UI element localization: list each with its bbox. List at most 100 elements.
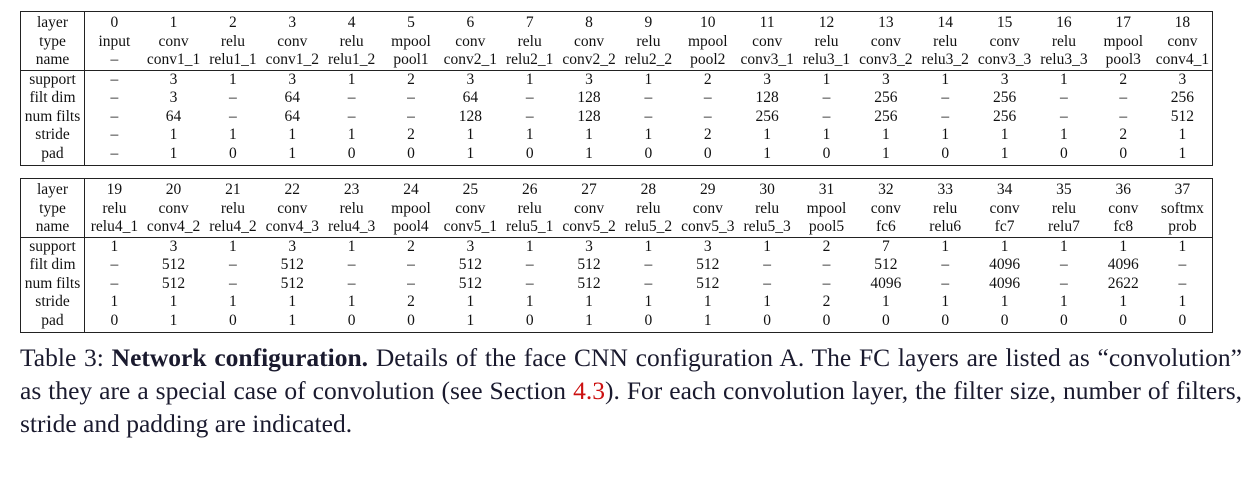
- table-cell: conv3_3: [977, 51, 1032, 68]
- table-cell: relu4_2: [209, 218, 257, 235]
- table-cell: 33: [937, 181, 953, 198]
- table-cell: 37: [1174, 181, 1191, 198]
- table-row: layer 19 20 21 22 23 24 25 26 27 28 29 30 31 32 33 34 35 3…: [20, 178, 1213, 200]
- table-cell: 3: [143, 69, 204, 89]
- table-cell: conv2_2: [562, 51, 616, 68]
- table-row: stride 1 1 1 1 1 2 1 1 1 1 1 1 2 1 1 1 1 1 1: [20, 293, 1213, 312]
- table-cell: 512: [577, 274, 601, 292]
- table-cell: relu2_1: [506, 51, 554, 68]
- table-cell: relu: [933, 32, 958, 50]
- table-cell: prob: [1168, 218, 1197, 235]
- table-cell: –: [347, 107, 356, 125]
- table-cell: 18: [1174, 14, 1191, 31]
- table-row: num filts – 512 – 512 – – 512 – 512 – 512 – – 4096 – 409…: [20, 274, 1213, 293]
- table-cell: 2: [1119, 126, 1128, 143]
- table-cell: pool4: [393, 218, 429, 235]
- table-cell: 26: [521, 181, 538, 198]
- table-cell: 35: [1056, 181, 1072, 198]
- table-cell: conv4_3: [265, 218, 319, 235]
- table-cell: 512: [458, 274, 482, 292]
- table-cell: 3: [559, 69, 619, 89]
- table-cell: relu5_2: [624, 218, 673, 235]
- table-cell: mpool: [1103, 32, 1144, 50]
- table-cell: 4096: [870, 274, 902, 292]
- table-cell: 0: [941, 144, 950, 162]
- table-cell: 1: [644, 126, 653, 143]
- table-cell: 1: [737, 236, 797, 256]
- table-cell: 25: [462, 181, 479, 198]
- table-cell: –: [110, 51, 119, 68]
- table-cell: 4096: [989, 274, 1021, 292]
- table-cell: 1: [525, 126, 534, 143]
- table-cell: 0: [1060, 311, 1068, 329]
- table-cell: 6: [466, 14, 475, 31]
- table-cell: pool5: [808, 218, 845, 235]
- table-cell: conv: [455, 32, 486, 50]
- table-cell: conv: [989, 199, 1020, 217]
- table-cell: pool3: [1105, 51, 1141, 68]
- table-cell: –: [644, 89, 653, 106]
- table-cell: 2: [381, 69, 441, 89]
- table-cell: –: [1178, 274, 1187, 292]
- table-cell: conv5_1: [443, 218, 498, 235]
- table-cell: 1: [585, 293, 593, 310]
- table-cell: conv: [158, 32, 189, 50]
- table-cell: mpool: [391, 199, 431, 217]
- table-cell: 1: [881, 144, 890, 162]
- table-row: filt dim – 3 – 64 – – 64 – 128 – – 128 – 256 – 256 – – 256: [20, 89, 1213, 108]
- table-cell: 1: [169, 14, 178, 31]
- table-cell: 64: [284, 89, 301, 106]
- table-cell: –: [941, 274, 950, 292]
- table-cell: fc7: [994, 218, 1015, 235]
- table-cell: 1: [763, 144, 771, 162]
- table-cell: 1: [644, 293, 653, 310]
- table-cell: 1: [466, 126, 475, 143]
- table-cell: 1: [1034, 236, 1094, 256]
- table-cell: 1: [941, 293, 950, 310]
- table-cell: 256: [992, 89, 1017, 106]
- table-cell: 0: [1119, 144, 1128, 162]
- table-row: stride – 1 1 1 1 2 1 1 1 1 2 1 1 1 1 1 1 2 1: [20, 126, 1213, 145]
- table-cell: conv: [1167, 32, 1198, 50]
- table-cell: 256: [1170, 89, 1195, 106]
- row-label: layer: [20, 11, 85, 33]
- table-cell: –: [110, 126, 119, 143]
- table-cell: 3: [262, 69, 322, 89]
- section-ref-link[interactable]: 4.3: [573, 376, 605, 405]
- table-cell: 0: [1060, 144, 1068, 162]
- table-cell: pool2: [690, 51, 726, 68]
- table-cell: relu5_3: [743, 218, 791, 235]
- table-cell: 1: [229, 126, 237, 143]
- table-cell: conv4_2: [146, 218, 201, 235]
- table-cell: conv: [989, 32, 1020, 50]
- table-cell: 4096: [989, 256, 1021, 273]
- table-cell: 64: [462, 89, 479, 106]
- table-cell: 2622: [1107, 274, 1139, 292]
- table-cell: –: [110, 256, 119, 273]
- table-cell: 1: [763, 293, 771, 310]
- table-row: type input conv relu conv relu mpool conv relu co…: [20, 32, 1213, 51]
- table-cell: 1: [822, 126, 831, 143]
- table-cell: 1: [288, 293, 297, 310]
- table-cell: 1: [203, 236, 263, 256]
- table-cell: 1: [466, 293, 475, 310]
- table-cell: relu: [755, 199, 780, 217]
- table-cell: 1: [1000, 126, 1009, 143]
- row-label: name: [20, 51, 85, 70]
- table-cell: relu: [220, 32, 245, 50]
- table-cell: 2: [796, 236, 857, 256]
- row-label: type: [20, 32, 85, 51]
- table-cell: 24: [403, 181, 419, 198]
- table-cell: relu: [1051, 32, 1076, 50]
- table-cell: 31: [818, 181, 835, 198]
- table-cell: 1: [703, 293, 712, 310]
- table-cell: mpool: [687, 32, 728, 50]
- table-cell: 1: [1178, 293, 1187, 310]
- table-cell: 1: [288, 144, 297, 162]
- table-cell: 0: [525, 144, 534, 162]
- table-cell: pool1: [393, 51, 429, 68]
- table-cell: 256: [992, 107, 1017, 125]
- table-cell: 1: [169, 293, 178, 310]
- table-cell: 5: [407, 14, 415, 31]
- table-cell: conv2_1: [443, 51, 498, 68]
